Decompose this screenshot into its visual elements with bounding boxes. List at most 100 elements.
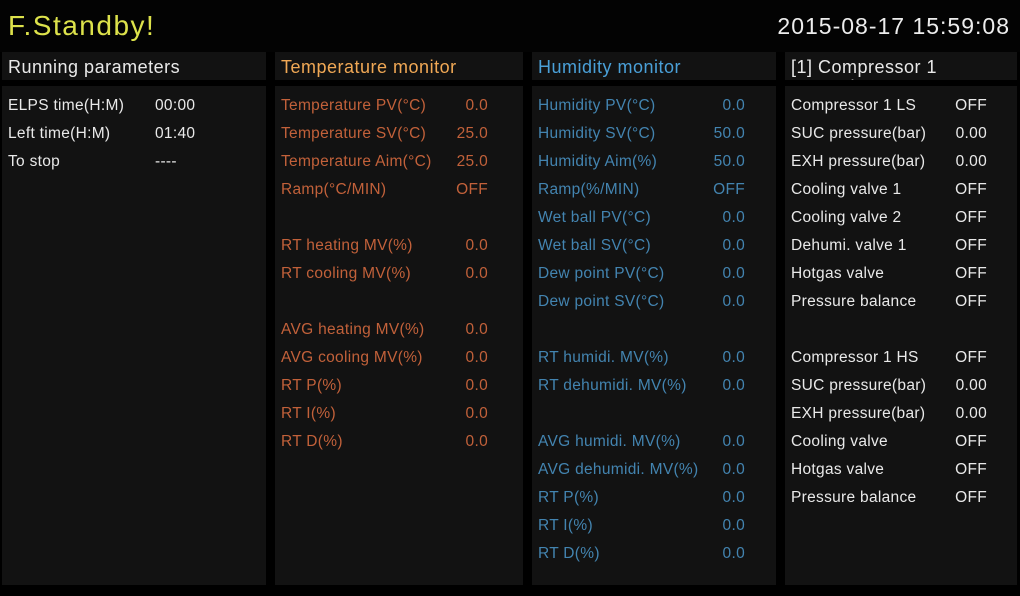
param-label: ELPS time(H:M) [8,97,125,114]
param-label: RT P(%) [538,489,599,506]
param-value: 0.00 [955,153,987,170]
param-row: Humidity PV(°C) 0.0 [532,92,776,120]
param-label: Dew point SV(°C) [538,293,665,310]
param-value: 0.0 [722,433,745,450]
param-value: OFF [955,349,987,366]
param-row: Cooling valve 1 OFF [785,176,1017,204]
param-label: Cooling valve [791,433,888,450]
param-row: Temperature PV(°C) 0.0 [275,92,523,120]
param-label: EXH pressure(bar) [791,153,926,170]
param-value: 0.00 [955,377,987,394]
param-label: Cooling valve 2 [791,209,902,226]
param-label: RT heating MV(%) [281,237,413,254]
param-value: 0.0 [722,377,745,394]
panel-rows: ELPS time(H:M) 00:00 Left time(H:M) 01:40 To… [2,86,266,176]
param-row: AVG cooling MV(%) 0.0 [275,344,523,372]
param-value: 0.00 [955,405,987,422]
param-label: Wet ball PV(°C) [538,209,651,226]
status-title: F.Standby! [8,10,156,41]
param-row: Cooling valve 2 OFF [785,204,1017,232]
param-row: ELPS time(H:M) 00:00 [2,92,266,120]
param-row [532,400,776,428]
param-value: OFF [456,181,488,198]
panel-rows: Temperature PV(°C) 0.0 Temperature SV(°C) 2… [275,86,523,456]
param-value: OFF [955,433,987,450]
param-label: RT D(%) [538,545,600,562]
param-label: Compressor 1 LS [791,97,917,114]
param-row: To stop ---- [2,148,266,176]
param-value: OFF [955,237,987,254]
param-row [275,204,523,232]
param-row: SUC pressure(bar) 0.00 [785,372,1017,400]
panel-rows: Compressor 1 LS OFF SUC pressure(bar) 0.00 E… [785,86,1017,512]
param-row: AVG heating MV(%) 0.0 [275,316,523,344]
param-row: Wet ball SV(°C) 0.0 [532,232,776,260]
param-label: AVG dehumidi. MV(%) [538,461,699,478]
param-label: RT P(%) [281,377,342,394]
param-value: 0.0 [722,293,745,310]
param-value: OFF [955,181,987,198]
param-row: Cooling valve OFF [785,428,1017,456]
param-label: RT humidi. MV(%) [538,349,669,366]
param-row: Dew point PV(°C) 0.0 [532,260,776,288]
panel-compressor-1: [1] Compressor 1 Cascade Compressor 1 LS… [785,52,1017,585]
param-value: OFF [955,97,987,114]
param-value: 0.0 [465,321,488,338]
param-label: Compressor 1 HS [791,349,919,366]
param-value: 0.0 [722,545,745,562]
param-label: Temperature Aim(°C) [281,153,432,170]
param-value: 0.0 [722,209,745,226]
param-row: Dehumi. valve 1 OFF [785,232,1017,260]
panel-header-compressor-1: [1] Compressor 1 Cascade [785,52,1017,86]
param-value: OFF [955,461,987,478]
param-row: Pressure balance OFF [785,484,1017,512]
param-value: 0.0 [465,433,488,450]
param-value: 0.0 [465,97,488,114]
param-row: RT humidi. MV(%) 0.0 [532,344,776,372]
param-label: Humidity Aim(%) [538,153,658,170]
param-row: Ramp(%/MIN) OFF [532,176,776,204]
param-value: 0.0 [722,97,745,114]
param-label: Pressure balance [791,489,917,506]
datetime-display: 2015-08-17 15:59:08 [777,12,1010,39]
param-label: SUC pressure(bar) [791,125,927,142]
param-label: Temperature PV(°C) [281,97,427,114]
param-value: 01:40 [155,125,196,142]
param-value: 0.0 [722,265,745,282]
param-row: AVG dehumidi. MV(%) 0.0 [532,456,776,484]
param-row: Ramp(°C/MIN) OFF [275,176,523,204]
param-value: 0.0 [465,237,488,254]
param-value: 0.0 [722,237,745,254]
param-row: Wet ball PV(°C) 0.0 [532,204,776,232]
panel-humidity-monitor: Humidity monitor Humidity PV(°C) 0.0 Humid… [532,52,776,585]
param-value: OFF [955,489,987,506]
param-row: EXH pressure(bar) 0.00 [785,400,1017,428]
param-label: RT I(%) [281,405,336,422]
param-label: SUC pressure(bar) [791,377,927,394]
param-label: Humidity SV(°C) [538,125,656,142]
param-value: OFF [955,265,987,282]
param-row: RT dehumidi. MV(%) 0.0 [532,372,776,400]
param-row: RT I(%) 0.0 [532,512,776,540]
param-row: Temperature SV(°C) 25.0 [275,120,523,148]
param-label: To stop [8,153,61,170]
param-row: SUC pressure(bar) 0.00 [785,120,1017,148]
param-label: RT dehumidi. MV(%) [538,377,687,394]
param-value: ---- [155,153,177,170]
param-row: RT I(%) 0.0 [275,400,523,428]
param-value: OFF [955,293,987,310]
param-label: Humidity PV(°C) [538,97,656,114]
monitor-panels: Running parameters ELPS time(H:M) 00:00 Le… [0,52,1020,585]
param-row: Humidity Aim(%) 50.0 [532,148,776,176]
panel-running-parameters: Running parameters ELPS time(H:M) 00:00 Le… [2,52,266,585]
param-label: EXH pressure(bar) [791,405,926,422]
param-row: Compressor 1 HS OFF [785,344,1017,372]
param-value: 50.0 [713,125,745,142]
param-label: Cooling valve 1 [791,181,902,198]
param-label: RT I(%) [538,517,593,534]
param-row: RT cooling MV(%) 0.0 [275,260,523,288]
param-row: Left time(H:M) 01:40 [2,120,266,148]
param-value: OFF [713,181,745,198]
param-value: 25.0 [456,125,488,142]
param-row: AVG humidi. MV(%) 0.0 [532,428,776,456]
